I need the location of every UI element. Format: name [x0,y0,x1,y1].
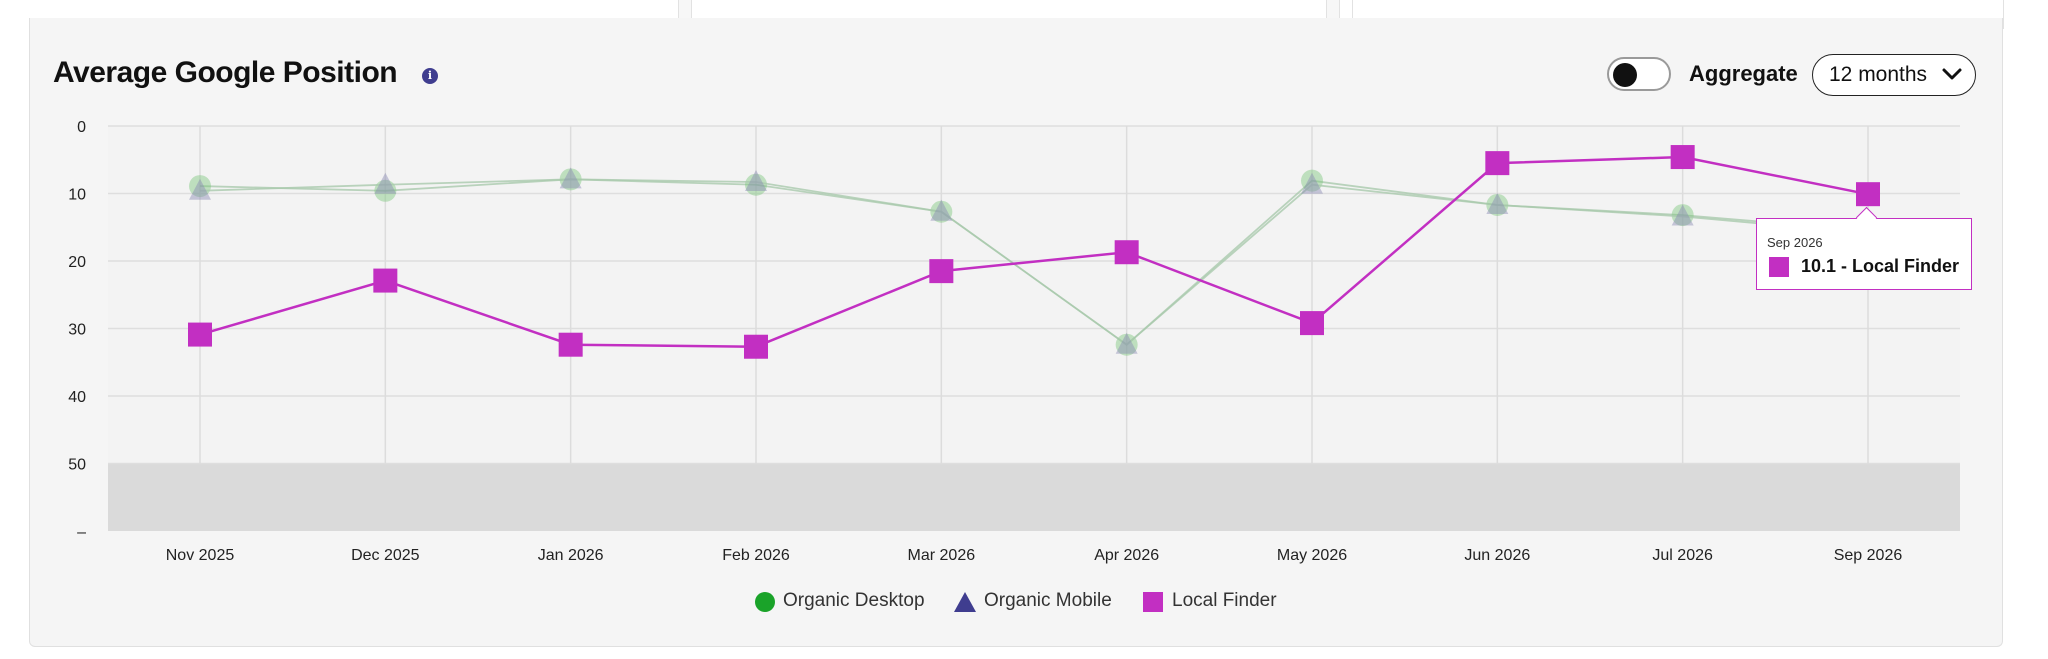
tooltip-date: Sep 2026 [1767,235,1823,250]
y-tick-label: 0 [77,119,86,136]
point-organic-desktop [745,173,767,196]
period-select[interactable]: 12 months [1812,54,1976,96]
period-select-value: 12 months [1829,63,1928,86]
x-tick-label: Jan 2026 [538,547,604,564]
point-local-finder [1856,182,1880,207]
tooltip-swatch [1769,257,1789,277]
aggregate-label: Aggregate [1689,61,1798,86]
point-local-finder [744,334,768,359]
triangle-icon [954,592,976,612]
point-organic-mobile [559,167,582,189]
x-tick-label: Sep 2026 [1834,547,1903,564]
legend-label-mobile: Organic Mobile [984,590,1112,611]
series-line-local-finder [199,155,1869,348]
chevron-down-icon [1942,68,1962,80]
point-local-finder [1114,240,1139,265]
y-tick-label: 10 [68,187,86,204]
x-tick-label: Mar 2026 [908,547,976,564]
x-tick-label: Jul 2026 [1652,547,1713,564]
y-tick-label: 20 [68,254,86,271]
out-of-range-band [108,463,1960,531]
legend-label-local: Local Finder [1172,590,1277,611]
chart-title: Average Google Position [53,56,398,89]
circle-icon [755,592,775,612]
series-line-organic-mobile [199,178,1869,346]
x-tick-label: May 2026 [1277,547,1347,564]
y-tick-label: – [77,524,86,541]
point-organic-desktop [189,175,211,198]
point-local-finder [929,259,954,284]
info-icon[interactable]: i [422,68,438,84]
point-organic-mobile [189,178,211,200]
y-tick-label: 40 [68,389,86,406]
point-organic-mobile [1115,332,1138,354]
x-tick-label: Feb 2026 [722,547,790,564]
point-organic-mobile [930,199,953,221]
aggregate-toggle[interactable] [1607,57,1671,91]
point-organic-desktop [1671,204,1694,227]
point-local-finder [558,332,583,357]
point-local-finder [1485,151,1510,176]
point-organic-mobile [1671,204,1694,226]
x-tick-label: Jun 2026 [1464,547,1530,564]
y-tick-label: 50 [68,457,86,474]
toggle-knob [1613,63,1637,87]
point-organic-mobile [374,172,397,194]
point-organic-mobile [1301,172,1323,194]
square-icon [1143,592,1163,612]
legend-label-desktop: Organic Desktop [783,590,925,611]
point-local-finder [1670,145,1695,170]
x-tick-label: Apr 2026 [1094,547,1159,564]
point-organic-mobile [745,170,767,192]
point-organic-mobile [1486,192,1509,214]
point-local-finder [373,268,398,293]
x-tick-label: Nov 2025 [166,547,235,564]
y-tick-label: 30 [68,322,86,339]
point-local-finder [1300,311,1324,336]
point-local-finder [188,322,212,347]
tooltip-value: 10.1 - Local Finder [1801,256,1960,276]
chart-tooltip: Sep 2026 10.1 - Local Finder [1756,206,1972,290]
chart-legend: Organic Desktop Organic Mobile Local Fin… [0,590,2048,620]
x-tick-label: Dec 2025 [351,547,420,564]
